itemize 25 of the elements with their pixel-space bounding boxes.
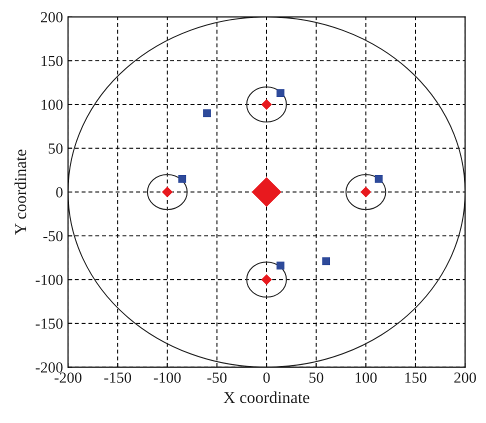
y-tick-label: 150 xyxy=(42,56,63,66)
y-tick-label: 50 xyxy=(48,143,63,154)
x-tick-label: 150 xyxy=(405,372,426,383)
point xyxy=(374,174,383,183)
point xyxy=(203,109,211,118)
x-tick-label: 0 xyxy=(263,372,270,383)
y-tick-label: 100 xyxy=(42,100,63,110)
x-tick-label: 50 xyxy=(309,372,324,383)
y-tick-label: 0 xyxy=(56,187,63,198)
y-tick-label: 200 xyxy=(40,12,63,22)
x-tick-label: -100 xyxy=(154,372,181,383)
y-tick-label: -100 xyxy=(36,274,63,286)
x-tick-label: 100 xyxy=(356,372,377,383)
y-tick-label: -200 xyxy=(36,362,63,373)
point xyxy=(276,89,284,98)
x-axis-title: X coordinate xyxy=(224,391,310,404)
point xyxy=(322,257,330,266)
point xyxy=(178,174,186,183)
point xyxy=(276,262,284,270)
x-tick-label: 200 xyxy=(454,372,476,383)
y-tick-label: -150 xyxy=(36,318,63,329)
y-tick-label: -50 xyxy=(43,230,63,242)
y-axis-title: Y coordinate xyxy=(14,150,26,235)
x-tick-label: -50 xyxy=(207,372,227,383)
x-tick-label: -150 xyxy=(104,372,132,383)
